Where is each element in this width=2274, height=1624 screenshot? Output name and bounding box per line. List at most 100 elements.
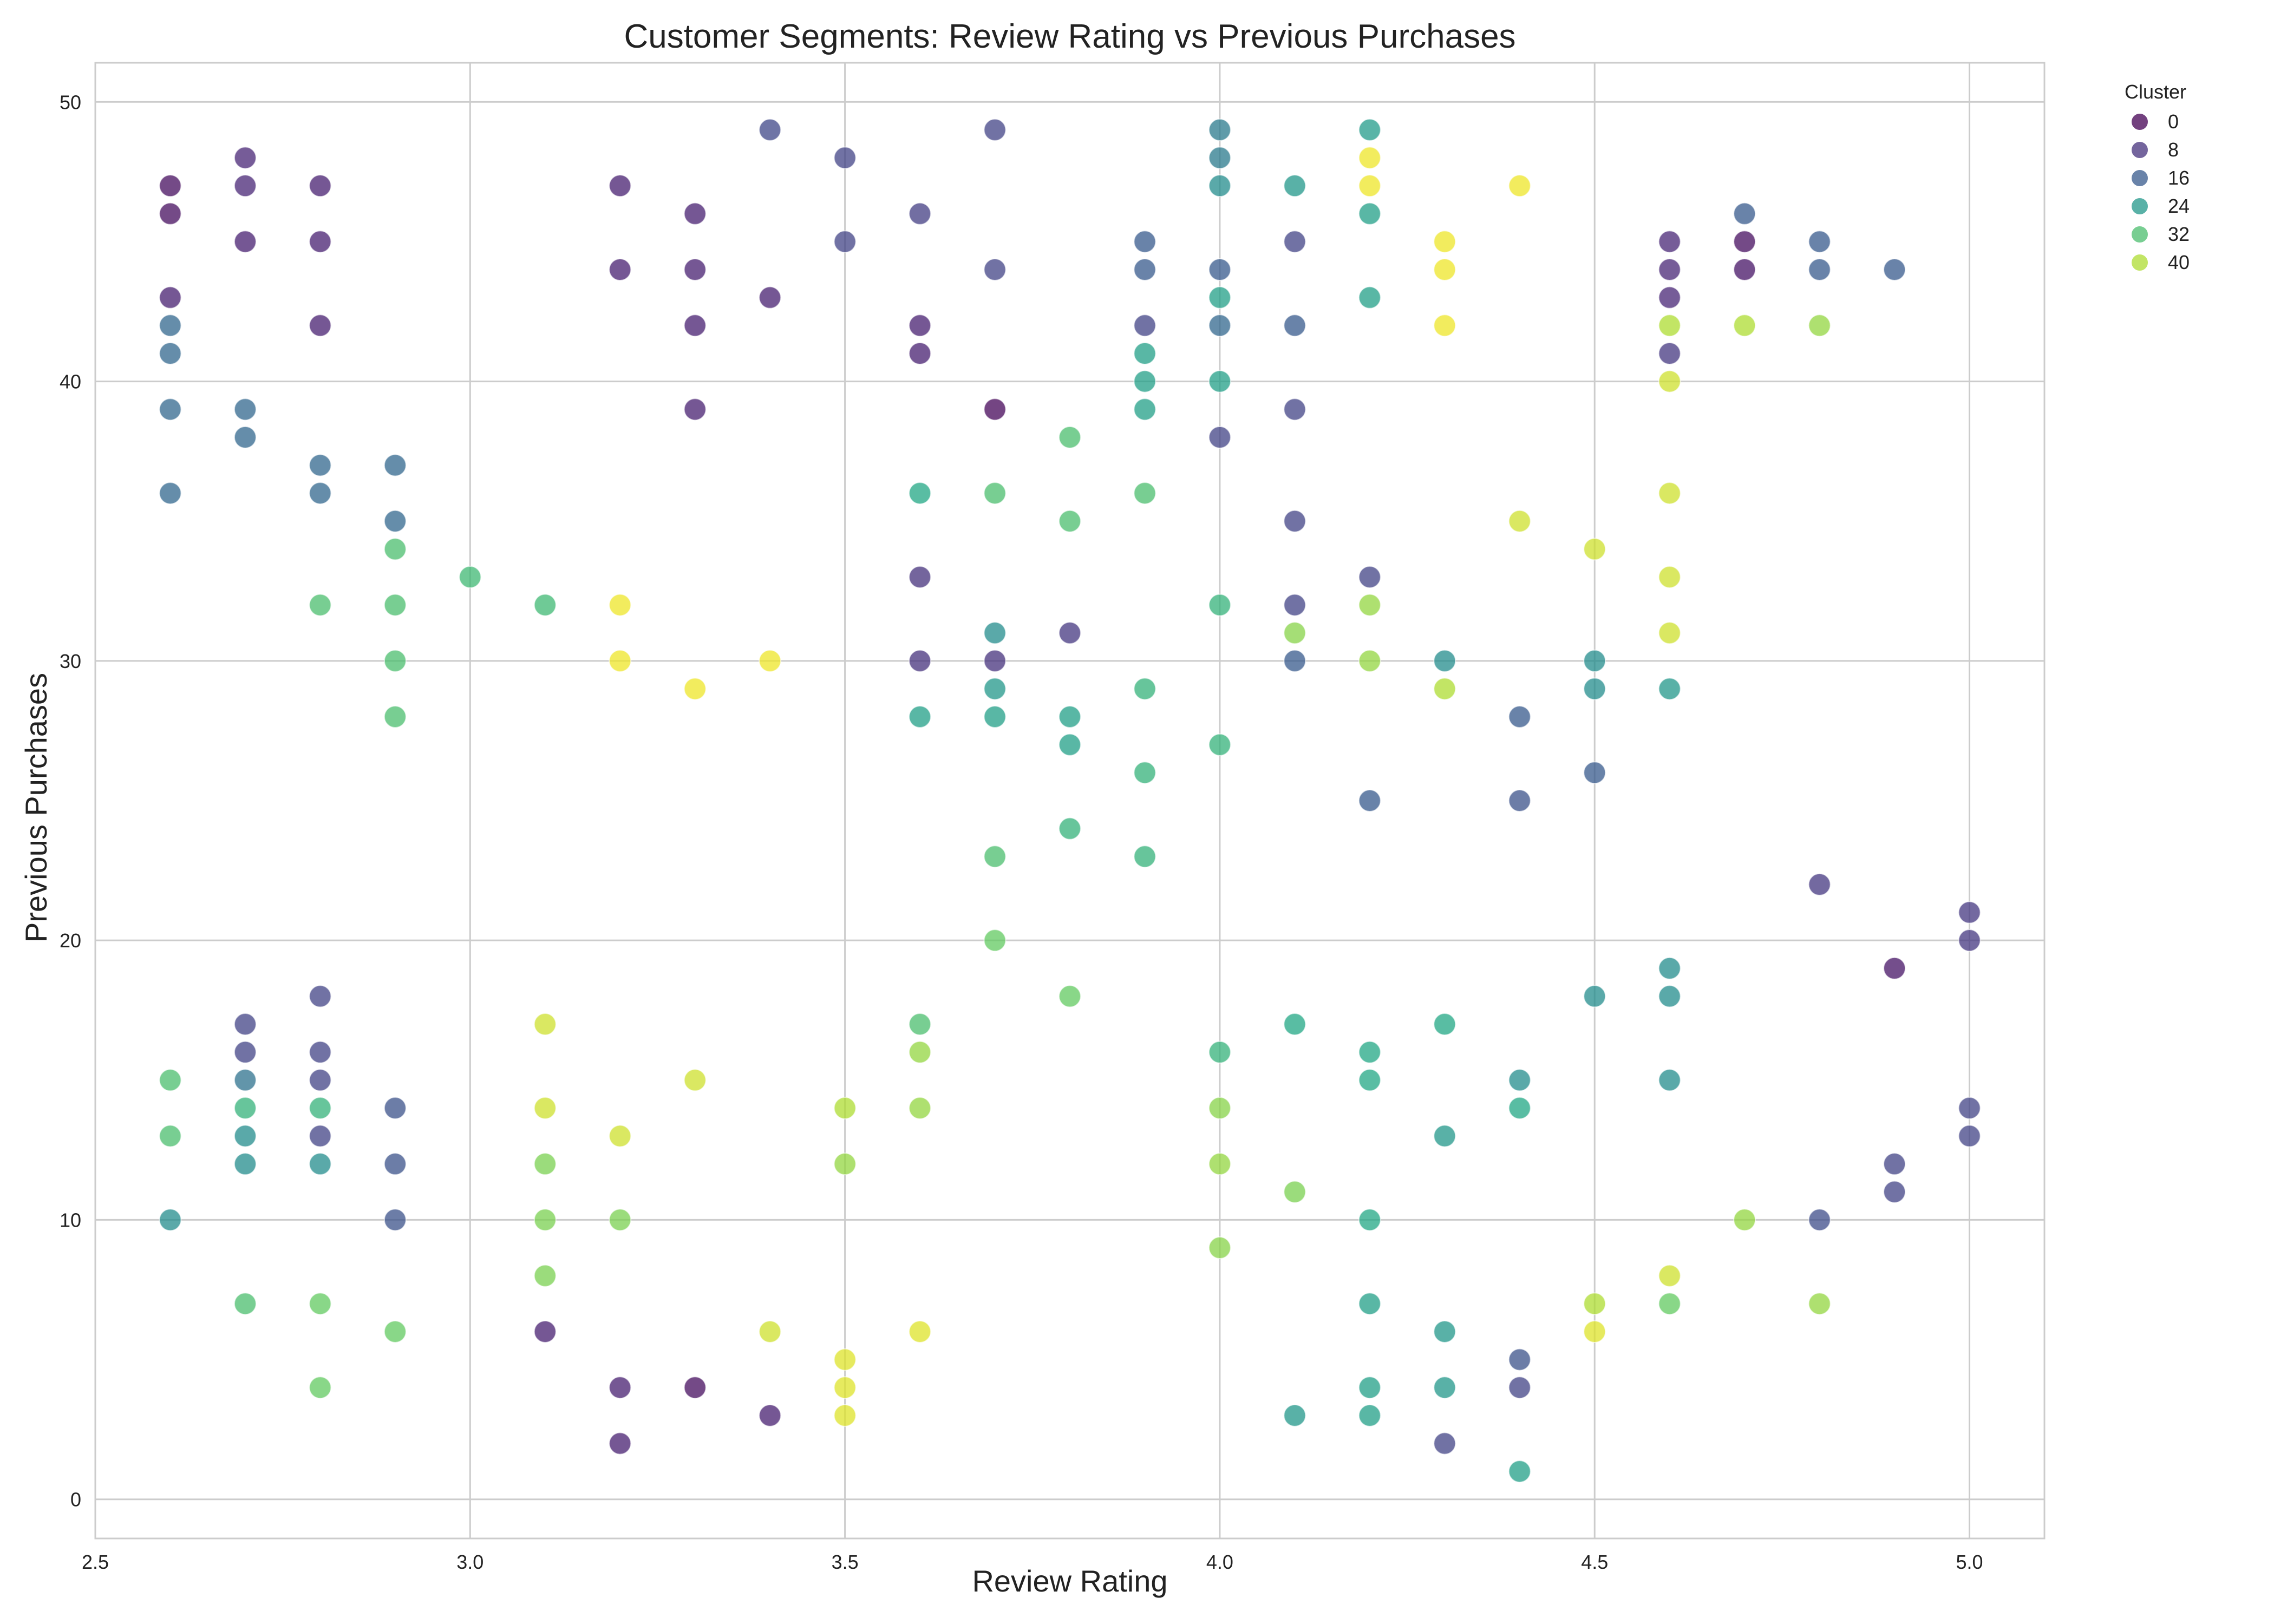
- scatter-point: [909, 1096, 932, 1119]
- scatter-point: [1583, 1320, 1606, 1343]
- scatter-point: [309, 314, 332, 337]
- scatter-point: [909, 482, 932, 505]
- legend-marker: [2131, 169, 2149, 187]
- scatter-point: [833, 230, 857, 253]
- scatter-point: [1658, 482, 1681, 505]
- scatter-point: [1733, 1208, 1756, 1232]
- scatter-point: [1658, 565, 1681, 588]
- x-tick-label: 5.0: [1956, 1551, 1983, 1573]
- scatter-point: [159, 202, 182, 225]
- scatter-point: [609, 174, 632, 198]
- legend-label: 16: [2168, 167, 2190, 189]
- scatter-point: [309, 1040, 332, 1064]
- scatter-point: [1883, 1152, 1906, 1176]
- scatter-point: [309, 1124, 332, 1148]
- scatter-point: [1508, 1348, 1531, 1371]
- scatter-point: [1208, 174, 1231, 198]
- scatter-point: [1883, 258, 1906, 281]
- scatter-point: [983, 482, 1007, 505]
- scatter-point: [1208, 314, 1231, 337]
- scatter-point: [383, 1208, 407, 1232]
- y-tick-label: 30: [60, 650, 81, 672]
- scatter-point: [1658, 1292, 1681, 1315]
- scatter-point: [1358, 1404, 1381, 1427]
- scatter-point: [383, 705, 407, 729]
- scatter-point: [159, 314, 182, 337]
- scatter-point: [1358, 118, 1381, 141]
- scatter-point: [1133, 258, 1156, 281]
- scatter-point: [1208, 593, 1231, 617]
- scatter-point: [1733, 202, 1756, 225]
- scatter-point: [1808, 230, 1831, 253]
- scatter-point: [683, 677, 707, 700]
- scatter-point: [983, 649, 1007, 672]
- scatter-point: [833, 146, 857, 169]
- scatter-point: [1583, 761, 1606, 784]
- scatter-point: [1358, 174, 1381, 198]
- scatter-point: [983, 705, 1007, 729]
- scatter-point: [683, 398, 707, 421]
- x-axis-label: Review Rating: [972, 1564, 1167, 1598]
- legend-marker: [2131, 225, 2149, 244]
- scatter-point: [159, 174, 182, 198]
- scatter-point: [159, 1124, 182, 1148]
- scatter-point: [533, 1208, 557, 1232]
- scatter-point: [1283, 1404, 1306, 1427]
- scatter-point: [533, 1320, 557, 1343]
- scatter-point: [609, 1432, 632, 1455]
- y-axis-label: Previous Purchases: [19, 673, 53, 942]
- scatter-point: [1058, 425, 1081, 449]
- scatter-point: [909, 1013, 932, 1036]
- scatter-point: [1133, 398, 1156, 421]
- scatter-point: [1208, 286, 1231, 309]
- scatter-point: [1433, 1013, 1456, 1036]
- scatter-point: [759, 1320, 782, 1343]
- scatter-point: [1133, 482, 1156, 505]
- scatter-point: [1433, 314, 1456, 337]
- scatter-point: [1358, 146, 1381, 169]
- scatter-point: [1433, 258, 1456, 281]
- y-tick-label: 50: [60, 91, 81, 113]
- scatter-point: [1658, 314, 1681, 337]
- scatter-point: [1658, 621, 1681, 645]
- plot-area: 2.5 3.0 3.5 4.0 4.5 5.0 0 10 20 30 40 50: [60, 62, 2046, 1573]
- y-tick-label: 20: [60, 929, 81, 952]
- scatter-point: [533, 1013, 557, 1036]
- scatter-point: [1058, 509, 1081, 533]
- scatter-point: [1358, 1292, 1381, 1315]
- scatter-point: [1358, 789, 1381, 812]
- scatter-point: [309, 1152, 332, 1176]
- legend-label: 8: [2168, 139, 2179, 161]
- scatter-point: [533, 1264, 557, 1287]
- scatter-point: [1808, 258, 1831, 281]
- scatter-point: [1658, 1069, 1681, 1092]
- legend-marker: [2131, 197, 2149, 215]
- scatter-point: [1283, 649, 1306, 672]
- scatter-point: [1358, 649, 1381, 672]
- scatter-point: [159, 286, 182, 309]
- scatter-point: [1658, 985, 1681, 1008]
- x-tick-label: 3.5: [832, 1551, 859, 1573]
- scatter-point: [1283, 398, 1306, 421]
- legend: Cluster 0 8 16 24 32 40: [2125, 81, 2190, 273]
- scatter-point: [1283, 1180, 1306, 1203]
- scatter-point: [1433, 230, 1456, 253]
- scatter-point: [383, 1096, 407, 1119]
- scatter-point: [1583, 649, 1606, 672]
- scatter-point: [1808, 1292, 1831, 1315]
- scatter-point: [1358, 1040, 1381, 1064]
- scatter-point: [833, 1152, 857, 1176]
- scatter-point: [759, 286, 782, 309]
- scatter-point: [1808, 314, 1831, 337]
- scatter-point: [1433, 1432, 1456, 1455]
- scatter-point: [1583, 677, 1606, 700]
- scatter-point: [1733, 258, 1756, 281]
- scatter-point: [1508, 705, 1531, 729]
- scatter-point: [159, 482, 182, 505]
- scatter-point: [983, 398, 1007, 421]
- scatter-point: [1433, 677, 1456, 700]
- scatter-point: [309, 454, 332, 477]
- scatter-point: [309, 482, 332, 505]
- scatter-point: [533, 593, 557, 617]
- scatter-point: [759, 118, 782, 141]
